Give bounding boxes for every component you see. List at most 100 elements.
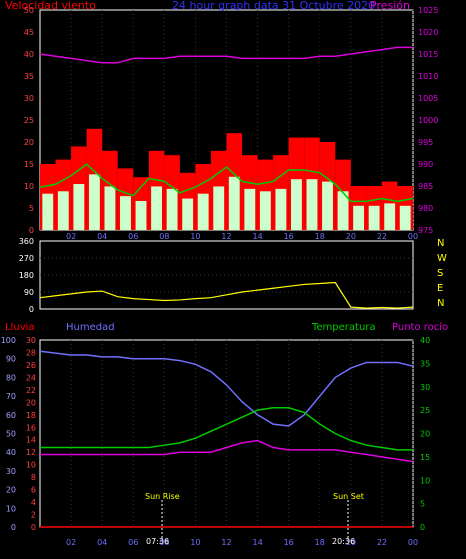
panel1-right-tick: 1025 [418,6,438,15]
panel3-temp-tick: 5 [420,500,425,509]
panel3-hum-ticks: 0 10 20 30 40 50 60 70 80 90 100 [1,336,16,532]
panel1-right-tick: 1015 [418,50,438,59]
panel1-right-tick: 990 [418,160,433,169]
panel3-temp-tick: 20 [420,430,430,439]
panel3-rain-tick: 16 [26,423,36,432]
wind-direction-line [39,281,414,309]
wind-speed-bar [73,184,85,230]
panel3-hum-tick: 10 [6,504,16,513]
panel3-rain-tick: 20 [26,398,36,407]
panel1-right-tick: 995 [418,138,433,147]
panel1-x-ticks: 02 04 06 08 10 12 14 16 18 20 22 00 [66,232,418,241]
wind-speed-bar [42,193,54,230]
panel3-rain-tick: 18 [26,411,36,420]
panel1-x-tick: 14 [252,232,262,241]
panel3-label-temp: Temperatura [311,322,376,333]
wind-speed-bar [228,176,240,230]
dewpoint-line [40,439,414,463]
panel3-rain-tick: 22 [26,386,36,395]
panel3-rain-tick: 8 [31,473,36,482]
panel1-left-tick: 25 [24,116,34,125]
panel3-hum-tick: 70 [6,392,16,401]
wind-speed-bar [213,186,225,230]
panel3-x-tick: 18 [315,538,325,547]
panel3-x-tick: 08 [159,538,169,547]
panel3-temp-tick: 40 [420,336,430,345]
panel3-rain-tick: 24 [26,373,36,382]
panel1-right-ticks: 975 980 985 990 995 1000 1005 1010 1015 1020 1025 [418,6,438,235]
panel1-x-tick: 04 [97,232,107,241]
panel1-x-tick: 18 [315,232,325,241]
panel3-x-tick: 10 [190,538,200,547]
wind-speed-bar [368,205,380,230]
panel2-left-tick: 360 [19,237,34,246]
panel3-series [39,350,414,528]
panel3-hum-tick: 0 [11,523,16,532]
wind-speed-bar [197,193,209,230]
wind-speed-bar [384,203,396,230]
panel1-left-ticks: 0 5 10 15 20 25 30 35 40 45 50 [24,6,34,235]
panel3-hum-tick: 80 [6,373,16,382]
panel3-rain-tick: 30 [26,336,36,345]
panel1-right-tick: 1020 [418,28,438,37]
panel3-x-ticks: 02 04 06 08 10 12 14 16 18 20 22 00 [66,538,418,547]
wind-speed-bar [135,200,147,230]
panel2-compass-letter: N [437,238,444,249]
panel1-left-tick: 0 [29,226,34,235]
wind-speed-bar [88,174,100,230]
panel1-left-tick: 30 [24,94,34,103]
wind-speed-bar [259,191,271,230]
panel1-x-tick: 12 [221,232,231,241]
panel3-x-tick: 06 [128,538,138,547]
sunrise-label: Sun Rise [145,492,180,501]
panel3-x-tick: 22 [377,538,387,547]
panel3-x-tick: 12 [221,538,231,547]
panel2-left-tick: 270 [19,254,34,263]
panel2-compass-letter: N [437,298,444,309]
wind-speed-bar [399,205,411,230]
panel3-x-tick: 14 [252,538,262,547]
pressure-line [39,46,413,64]
panel3-hum-tick: 90 [6,355,16,364]
wind-speed-bar [353,205,365,230]
panel1-title: 24 hour graph data 31 Octubre 2020 [172,0,375,12]
panel1-left-tick: 50 [24,6,34,15]
panel3-label-rain: Lluvia [5,322,35,333]
panel3-rain-tick: 2 [31,511,36,520]
panel1-left-tick: 40 [24,50,34,59]
panel2-grid [40,257,413,293]
panel3-temp-tick: 25 [420,406,430,415]
panel3-rain-tick: 26 [26,361,36,370]
temperature-line [40,407,413,451]
panel3-temp-tick: 0 [420,523,425,532]
wind-speed-bar [182,198,194,230]
panel1-x-tick: 10 [190,232,200,241]
panel3-hum-tick: 60 [6,411,16,420]
panel2-compass-letter: W [437,253,447,264]
panel1-left-tick: 45 [24,28,34,37]
wind-speed-bar [151,186,163,230]
panel1-right-tick: 1010 [418,72,438,81]
panel3-hum-tick: 30 [6,467,16,476]
panel3-hum-tick: 40 [6,448,16,457]
wind-speed-bar [322,181,333,230]
panel3-label-dew: Punto rocío [392,321,448,333]
panel1-left-tick: 5 [29,204,34,213]
panel1-x-tick: 06 [128,232,138,241]
panel1-right-tick: 980 [418,204,433,213]
panel1-right-tick: 1005 [418,94,438,103]
panel3-rain-tick: 28 [26,348,36,357]
panel1-label-left: Velocidad viento [5,0,96,12]
panel3-rain-tick: 14 [26,436,36,445]
panel2-frame [39,240,414,310]
panel3-x-tick: 00 [408,538,418,547]
panel2-left-tick: 0 [29,305,34,314]
panel1-x-tick: 16 [284,232,294,241]
panel3-temp-tick: 15 [420,453,430,462]
panel1-label-right: Presión [370,0,410,12]
panel2-left-tick: 180 [19,271,34,280]
wind-speed-bar [337,191,349,230]
